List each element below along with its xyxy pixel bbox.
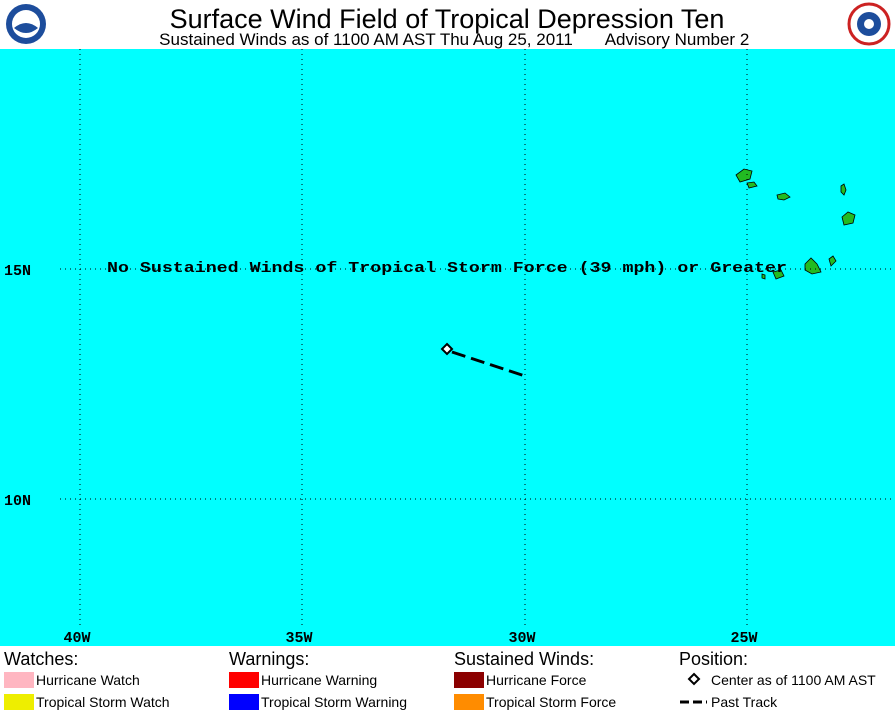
legend-item: Center as of 1100 AM AST [711,672,876,688]
message: No Sustained Winds of Tropical Storm For… [107,260,787,277]
latitude-label: 10N [4,493,31,510]
swatch [229,672,259,688]
longitude-label: 35W [285,630,312,647]
legend-item: Tropical Storm Watch [36,694,170,710]
swatch [454,694,484,710]
nws-logo [847,2,891,46]
legend-title: Warnings: [229,649,309,669]
legend-item: Hurricane Warning [261,672,377,688]
legend-item: Hurricane Watch [36,672,140,688]
swatch [454,672,484,688]
longitude-label: 40W [63,630,90,647]
swatch [4,694,34,710]
islands [735,168,856,280]
legend-title: Position: [679,649,748,669]
legend-item: Past Track [711,694,778,710]
longitude-label: 25W [730,630,757,647]
advisory: Advisory Number 2 [605,30,750,49]
longitude-label: 30W [508,630,535,647]
legend-item: Tropical Storm Warning [261,694,407,710]
grid [60,49,895,625]
legend-title: Sustained Winds: [454,649,594,669]
title: Surface Wind Field of Tropical Depressio… [170,4,725,34]
swatch [229,694,259,710]
legend-title: Watches: [4,649,78,669]
center-symbol [687,672,701,686]
legend: Watches: Hurricane Watch Tropical Storm … [4,649,876,710]
legend-item: Tropical Storm Force [486,694,616,710]
latitude-label: 15N [4,263,31,280]
noaa-logo [6,4,46,44]
subtitle: Sustained Winds as of 1100 AM AST Thu Au… [159,30,573,49]
storm-center [440,342,454,356]
past-track [451,350,529,379]
swatch [4,672,34,688]
legend-item: Hurricane Force [486,672,587,688]
